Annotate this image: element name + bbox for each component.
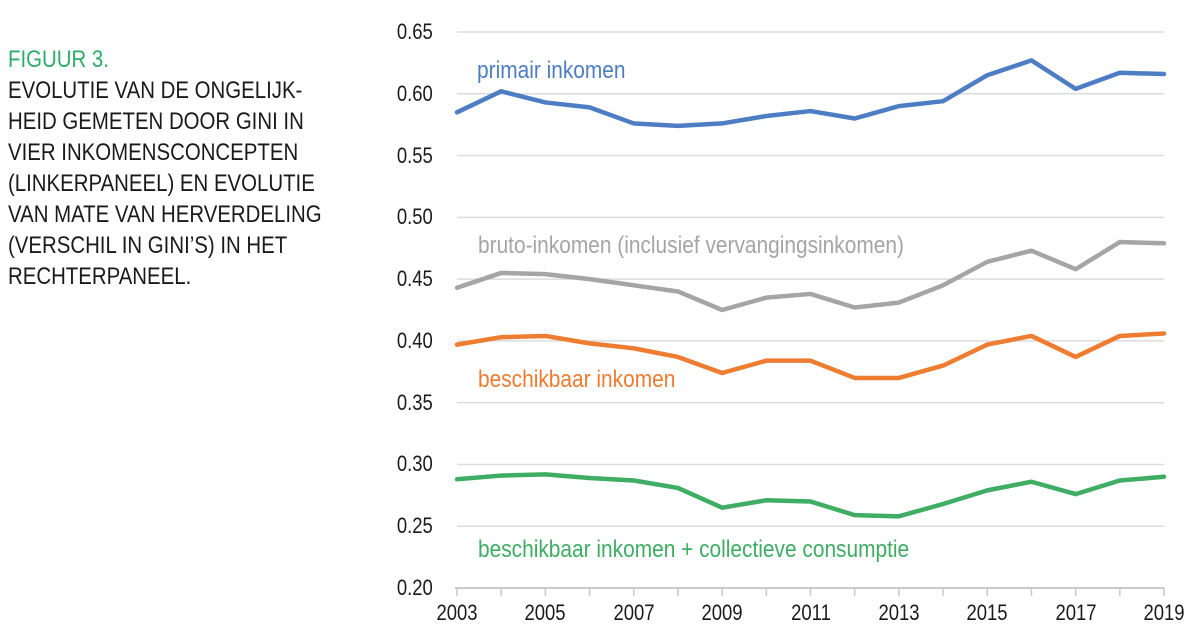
series-label-beschikbaar-inkomen: beschikbaar inkomen <box>478 366 676 393</box>
y-axis-tick-label: 0.65 <box>397 19 433 44</box>
series-line-0 <box>454 58 1167 129</box>
x-axis-tick-label: 2017 <box>1055 600 1097 625</box>
x-axis-tick-label: 2013 <box>878 600 920 625</box>
y-axis-tick-label: 0.30 <box>397 451 433 477</box>
series-line-2 <box>454 331 1167 381</box>
figure-caption-line: VAN MATE VAN HERVERDELING <box>8 201 322 228</box>
figure-caption-line: (LINKERPANEEL) EN EVOLUTIE <box>8 170 315 197</box>
figure-caption-lines: EVOLUTIE VAN DE ONGELIJK- HEID GEMETEN DO… <box>8 75 365 292</box>
y-axis-tick-label: 0.20 <box>397 575 433 600</box>
figure-caption-line: HEID GEMETEN DOOR GINI IN <box>8 108 304 135</box>
y-axis-tick-label: 0.25 <box>397 513 433 539</box>
x-axis-tick-label: 2005 <box>524 600 566 625</box>
y-axis-tick-label: 0.40 <box>397 327 433 353</box>
figure-caption: FIGUUR 3. EVOLUTIE VAN DE ONGELIJK- HEID … <box>8 44 365 292</box>
series-line-1 <box>454 239 1167 313</box>
x-axis-tick-label: 2015 <box>966 600 1008 625</box>
y-axis-tick-label: 0.50 <box>397 204 433 230</box>
x-axis-tick-label: 2007 <box>613 600 655 625</box>
series-label-primair-inkomen: primair inkomen <box>477 57 626 84</box>
series-label-beschikbaar-plus-collectief: beschikbaar inkomen + collectieve consum… <box>478 536 910 563</box>
y-axis-tick-label: 0.35 <box>397 389 433 415</box>
figure-caption-line: (VERSCHIL IN GINI’S) IN HET <box>8 232 288 259</box>
x-axis-tick-label: 2003 <box>436 600 478 625</box>
figure-caption-line: VIER INKOMENSCONCEPTEN <box>8 139 299 166</box>
y-axis-tick-label: 0.55 <box>397 142 433 168</box>
y-axis-tick-label: 0.45 <box>397 266 433 292</box>
series-line-3 <box>454 472 1167 519</box>
x-axis-tick-label: 2009 <box>701 600 743 625</box>
series-label-bruto-inkomen: bruto-inkomen (inclusief vervangingsinko… <box>478 232 904 259</box>
figure-heading: FIGUUR 3. <box>8 46 109 73</box>
figure-caption-line: EVOLUTIE VAN DE ONGELIJK- <box>8 77 303 104</box>
y-axis-tick-label: 0.60 <box>397 80 433 106</box>
x-axis-tick-label: 2011 <box>790 600 831 625</box>
figure-caption-line: RECHTERPANEEL. <box>8 263 192 290</box>
x-axis-tick-label: 2019 <box>1143 600 1185 625</box>
